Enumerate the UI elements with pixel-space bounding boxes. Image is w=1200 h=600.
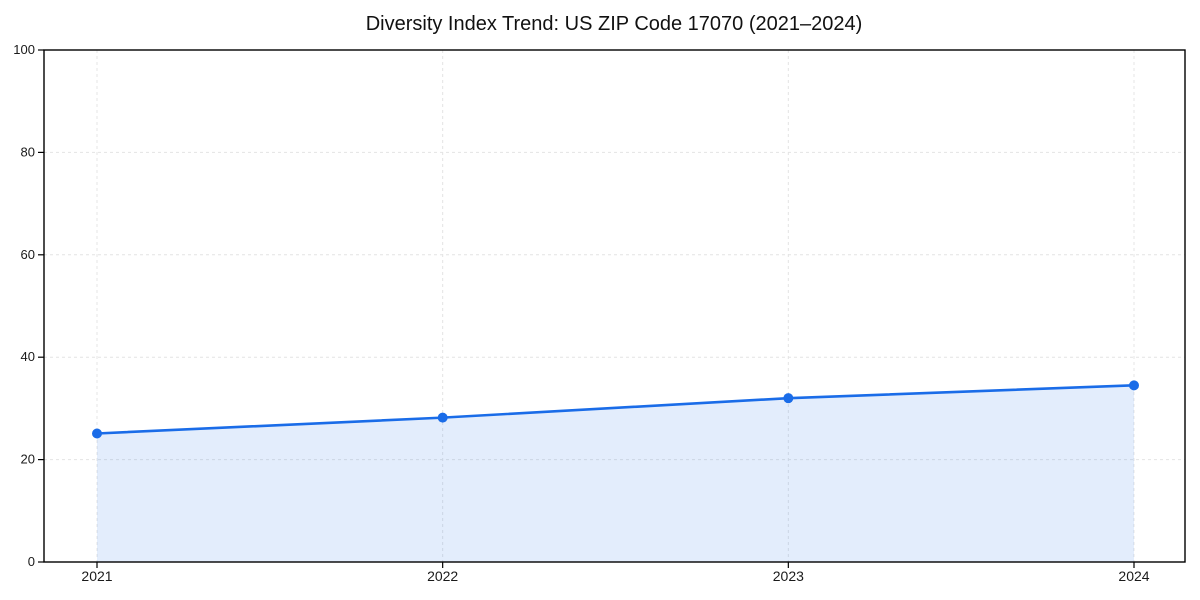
gridlines bbox=[44, 49, 1185, 563]
x-tick-label: 2023 bbox=[773, 568, 804, 584]
x-tick-label: 2024 bbox=[1118, 568, 1149, 584]
trend-line bbox=[95, 384, 1136, 435]
x-tick-label: 2021 bbox=[81, 568, 112, 584]
data-point-marker bbox=[1129, 380, 1139, 391]
x-tick-label: 2022 bbox=[427, 568, 458, 584]
series-line bbox=[95, 384, 1136, 435]
y-tick-label: 20 bbox=[21, 452, 35, 467]
chart-title: Diversity Index Trend: US ZIP Code 17070… bbox=[366, 13, 863, 35]
axis-ticks bbox=[38, 49, 1135, 568]
area-fill bbox=[97, 385, 1134, 562]
area-under-line bbox=[97, 385, 1134, 562]
data-points bbox=[92, 380, 1139, 439]
data-point-marker bbox=[92, 428, 102, 439]
y-tick-label: 40 bbox=[21, 349, 35, 364]
plot-border bbox=[43, 49, 1186, 563]
axis-tick-labels: 0 20 40 60 80 100 2021 2022 2023 2024 bbox=[13, 42, 1149, 584]
y-tick-label: 60 bbox=[21, 247, 35, 262]
y-tick-label: 0 bbox=[28, 554, 35, 569]
y-tick-label: 80 bbox=[21, 144, 35, 159]
data-point-marker bbox=[783, 393, 794, 404]
y-tick-label: 100 bbox=[13, 42, 35, 57]
data-point-marker bbox=[437, 412, 448, 423]
